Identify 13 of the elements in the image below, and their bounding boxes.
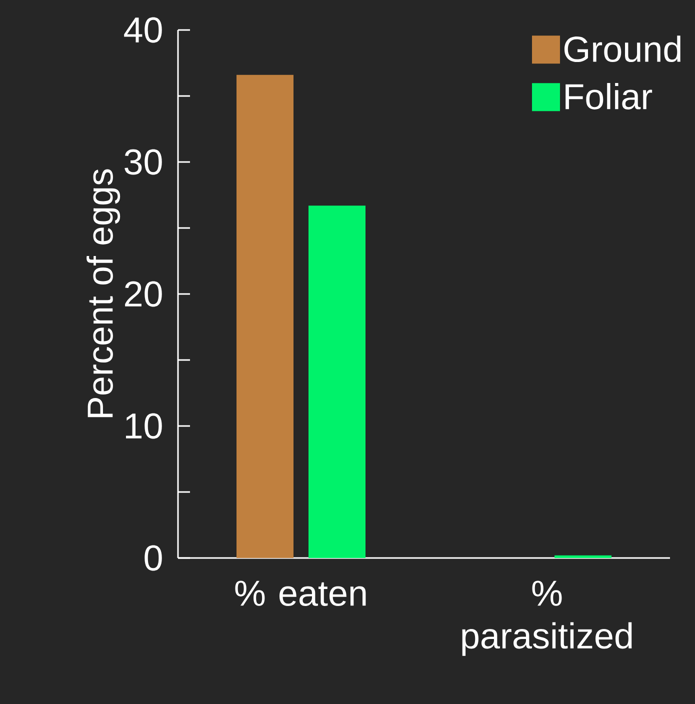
bar: [554, 555, 612, 558]
bar: [308, 206, 366, 558]
y-tick-label: 30: [124, 149, 162, 175]
y-tick-label: 40: [124, 17, 162, 43]
y-tick-label: 10: [126, 413, 162, 439]
x-tick-label: % parasitized: [462, 580, 632, 656]
y-axis-title: Percent of eggs: [86, 169, 120, 418]
legend-label: Foliar: [566, 83, 652, 110]
y-tick-label: 20: [125, 281, 162, 307]
y-tick-label: 0: [144, 545, 162, 571]
x-tick-label: % eaten: [235, 580, 366, 606]
bar: [236, 74, 294, 558]
legend-label: Ground: [564, 36, 680, 62]
